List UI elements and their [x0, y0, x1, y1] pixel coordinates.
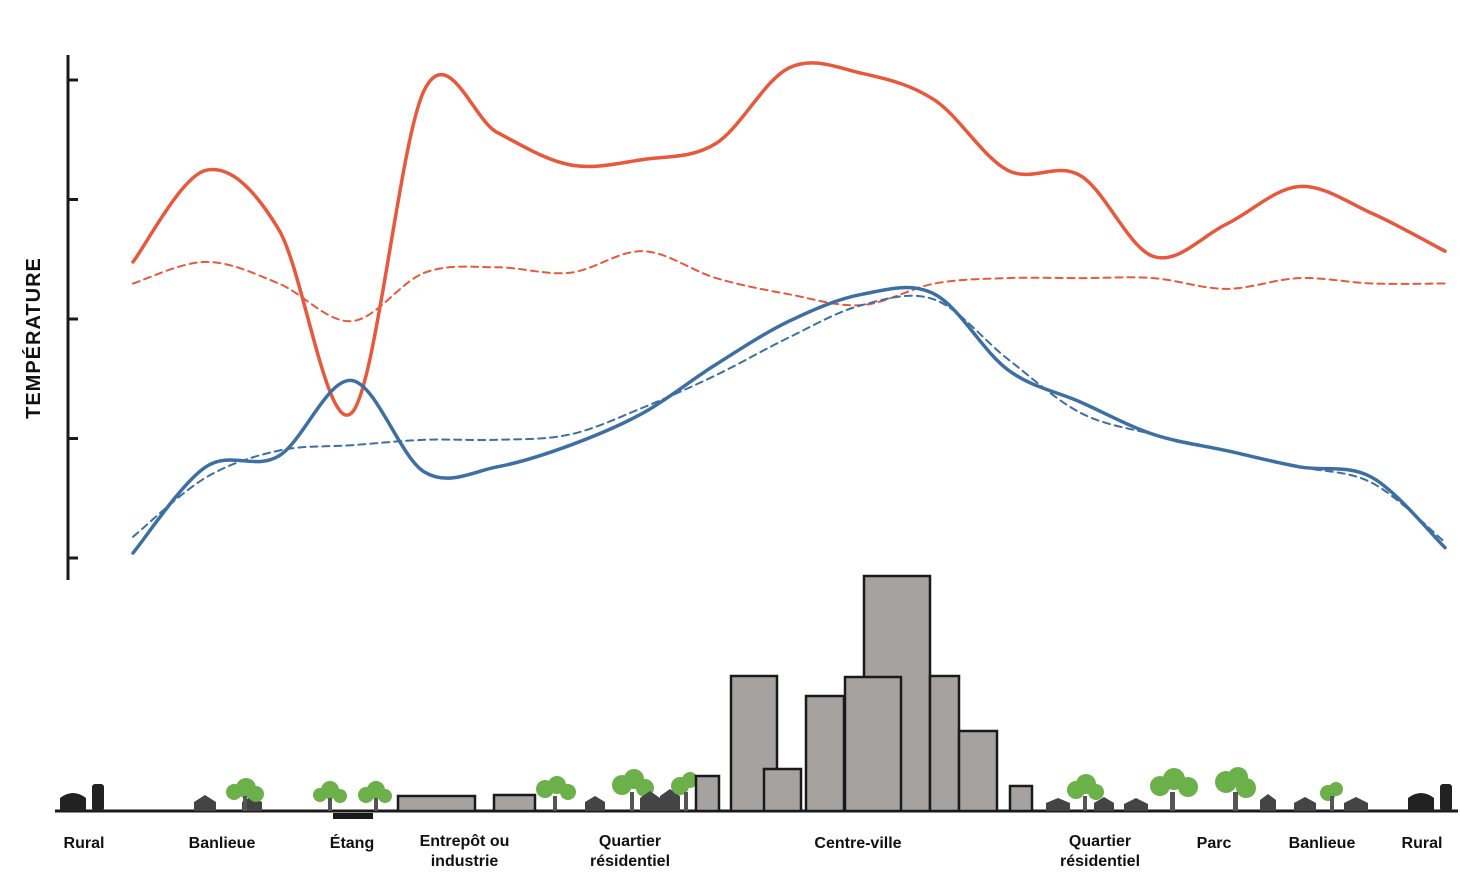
landscape-profile — [60, 574, 1452, 813]
zone-label-residential-left-wrap: Quartier résidentiel — [589, 833, 671, 870]
building — [694, 774, 721, 813]
rural-farm-left — [60, 784, 104, 811]
series-surface-temp — [131, 61, 1447, 417]
zone-label-residential-right: Quartier résidentiel — [1059, 833, 1141, 870]
warehouse-building-2 — [492, 793, 537, 813]
zone-label-park: Parc — [1197, 835, 1232, 852]
rural-farm-right — [1408, 784, 1452, 811]
zone-label-rural-right: Rural — [1402, 835, 1443, 852]
series-air-temp-avg — [132, 294, 1446, 544]
warehouse-building — [396, 794, 477, 813]
zone-label-warehouse: Entrepôt ou industrie — [419, 833, 510, 870]
zone-label-suburb-right: Banlieue — [1289, 835, 1356, 852]
pond — [333, 813, 373, 819]
residential-right — [1046, 768, 1198, 811]
series-air-temp — [131, 285, 1447, 555]
zone-label-residential-left: Quartier résidentiel — [589, 833, 671, 870]
zone-label-residential-right-wrap: Quartier résidentiel — [1059, 833, 1141, 870]
zone-label-warehouse-wrap: Entrepôt ou industrie — [419, 833, 510, 870]
y-axis-label: TEMPÉRATURE — [22, 257, 45, 419]
downtown-buildings — [729, 574, 999, 813]
park-trees — [1215, 767, 1256, 811]
zone-label-pond: Étang — [330, 833, 374, 852]
zone-label-downtown: Centre-ville — [814, 835, 901, 852]
zone-label-suburb-left: Banlieue — [189, 835, 256, 852]
suburb-left — [194, 778, 264, 811]
building — [1008, 784, 1034, 813]
series-surface-temp-avg — [132, 250, 1446, 323]
tree-icon — [226, 778, 264, 811]
temperature-series — [131, 61, 1447, 555]
zone-labels: Rural Banlieue Étang Entrepôt ou industr… — [64, 833, 1443, 870]
residential-left — [536, 769, 698, 811]
suburb-right — [1260, 782, 1368, 811]
zone-label-rural-left: Rural — [64, 835, 105, 852]
pond-trees — [313, 781, 392, 811]
y-ticks — [68, 78, 78, 560]
